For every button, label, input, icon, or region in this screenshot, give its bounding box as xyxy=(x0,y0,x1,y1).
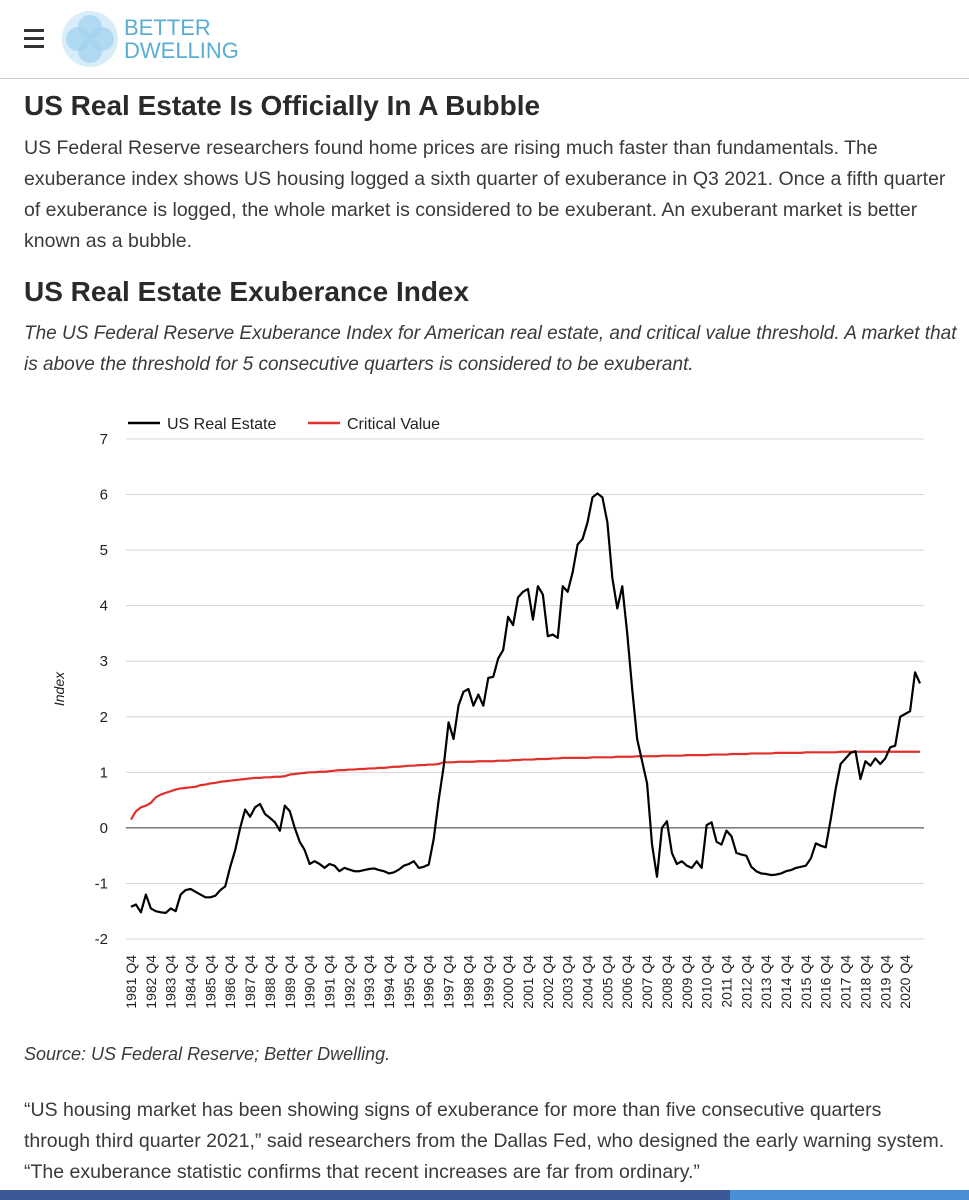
x-tick-label: 2008 Q4 xyxy=(659,955,675,1009)
x-tick-label: 1996 Q4 xyxy=(421,955,437,1009)
x-tick-label: 2004 Q4 xyxy=(580,955,596,1009)
y-axis-title: Index xyxy=(51,671,67,706)
y-tick-label: 6 xyxy=(100,487,108,504)
share-bar[interactable] xyxy=(730,1190,969,1200)
x-tick-label: 2003 Q4 xyxy=(560,955,576,1009)
x-tick-label: 1988 Q4 xyxy=(262,955,278,1009)
y-tick-label: 1 xyxy=(100,764,108,781)
header: BETTER DWELLING xyxy=(0,0,969,79)
menu-line xyxy=(24,37,44,40)
chart-caption: The US Federal Reserve Exuberance Index … xyxy=(24,323,957,375)
x-tick-label: 2006 Q4 xyxy=(619,955,635,1009)
x-tick-label: 1983 Q4 xyxy=(163,955,179,1009)
y-tick-label: -1 xyxy=(95,875,108,892)
x-tick-label: 1990 Q4 xyxy=(302,955,318,1009)
chart-heading: US Real Estate Exuberance Index xyxy=(24,276,470,307)
y-tick-label: 2 xyxy=(100,709,108,726)
logo-petal xyxy=(90,27,114,51)
header-bar: BETTER DWELLING xyxy=(24,11,239,67)
x-tick-label: 2013 Q4 xyxy=(758,955,774,1009)
x-tick-label: 1981 Q4 xyxy=(123,955,139,1009)
logo-mark[interactable] xyxy=(62,11,118,67)
x-tick-label: 1984 Q4 xyxy=(183,955,199,1009)
x-tick-label: 2001 Q4 xyxy=(520,955,536,1009)
article-title: US Real Estate Is Officially In A Bubble xyxy=(24,90,541,121)
x-tick-label: 2011 Q4 xyxy=(718,955,734,1008)
x-tick-label: 2009 Q4 xyxy=(679,955,695,1009)
x-tick-label: 1994 Q4 xyxy=(381,955,397,1009)
share-bar[interactable] xyxy=(0,1190,730,1200)
x-tick-label: 1991 Q4 xyxy=(321,955,337,1009)
x-tick-label: 2002 Q4 xyxy=(540,955,556,1009)
x-tick-label: 1982 Q4 xyxy=(143,955,159,1009)
intro-paragraph: US Federal Reserve researchers found hom… xyxy=(24,137,946,252)
x-tick-label: 1998 Q4 xyxy=(460,955,476,1009)
series-line xyxy=(130,750,920,821)
menu-line xyxy=(24,45,44,48)
x-tick-label: 2007 Q4 xyxy=(639,955,655,1009)
x-tick-label: 1987 Q4 xyxy=(242,955,258,1009)
x-tick-label: 1993 Q4 xyxy=(361,955,377,1009)
logo-text[interactable]: BETTER xyxy=(124,15,211,40)
legend-label: Critical Value xyxy=(347,416,440,433)
x-tick-label: 2014 Q4 xyxy=(778,955,794,1009)
y-tick-label: 4 xyxy=(100,598,108,615)
x-tick-label: 2018 Q4 xyxy=(857,955,873,1009)
x-tick-label: 2015 Q4 xyxy=(798,955,814,1009)
x-tick-label: 2005 Q4 xyxy=(599,955,615,1009)
x-tick-label: 1985 Q4 xyxy=(202,955,218,1009)
y-tick-label: 3 xyxy=(100,653,108,670)
legend-label: US Real Estate xyxy=(167,416,276,433)
x-tick-label: 1989 Q4 xyxy=(282,955,298,1009)
x-tick-label: 1999 Q4 xyxy=(480,955,496,1009)
logo-text[interactable]: DWELLING xyxy=(124,38,239,63)
x-tick-label: 2019 Q4 xyxy=(877,955,893,1009)
menu-icon[interactable] xyxy=(24,29,44,48)
x-tick-label: 2012 Q4 xyxy=(738,955,754,1009)
x-tick-label: 1992 Q4 xyxy=(341,955,357,1009)
x-tick-label: 2010 Q4 xyxy=(699,955,715,1009)
x-tick-label: 2017 Q4 xyxy=(838,955,854,1009)
y-tick-label: -2 xyxy=(95,931,108,948)
y-tick-label: 0 xyxy=(100,820,108,837)
series-line xyxy=(130,492,922,914)
x-tick-label: 2016 Q4 xyxy=(818,955,834,1009)
quote-paragraph: “US housing market has been showing sign… xyxy=(24,1099,945,1183)
menu-line xyxy=(24,29,44,32)
y-tick-label: 5 xyxy=(100,542,108,559)
x-tick-label: 1997 Q4 xyxy=(441,955,457,1009)
source-note: Source: US Federal Reserve; Better Dwell… xyxy=(24,1044,391,1064)
x-tick-label: 2020 Q4 xyxy=(897,955,913,1009)
x-tick-label: 1995 Q4 xyxy=(401,955,417,1009)
logo-petal xyxy=(66,27,90,51)
x-tick-label: 1986 Q4 xyxy=(222,955,238,1009)
y-tick-label: 7 xyxy=(100,431,108,448)
x-tick-label: 2000 Q4 xyxy=(500,955,516,1009)
